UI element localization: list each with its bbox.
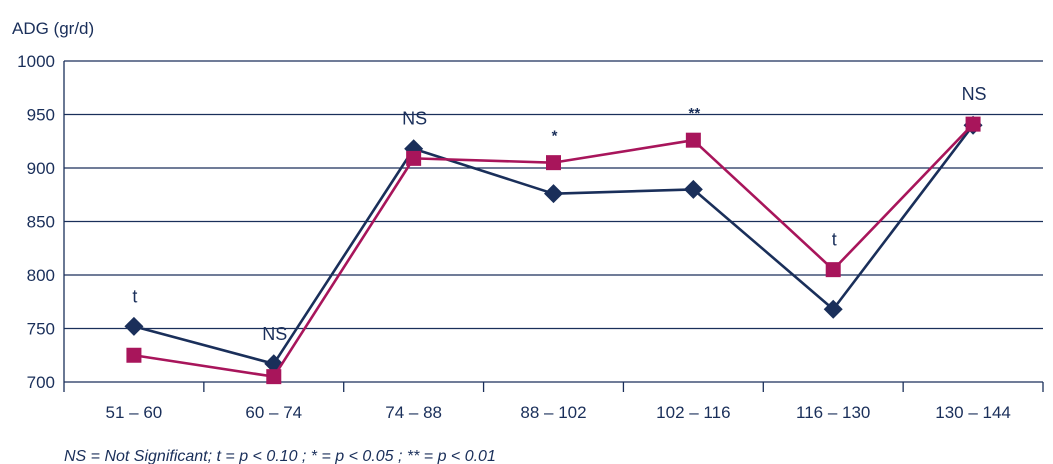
data-point-square — [266, 369, 282, 385]
significance-label: t — [132, 286, 137, 306]
y-tick-label: 750 — [27, 320, 55, 339]
data-point-square — [126, 347, 142, 363]
data-point-square — [546, 155, 561, 171]
significance-label: NS — [262, 324, 287, 344]
series-lines — [124, 115, 983, 385]
x-tick-label: 51 – 60 — [106, 403, 163, 422]
y-tick-label: 700 — [27, 373, 55, 392]
y-tick-labels: 700 750 800 850 900 950 1000 — [17, 52, 55, 392]
x-tick-label: 74 – 88 — [385, 403, 442, 422]
significance-label: NS — [402, 109, 427, 129]
data-point-diamond — [683, 179, 703, 199]
data-point-square — [685, 132, 701, 148]
significance-label: t — [832, 230, 837, 250]
data-point-diamond — [823, 299, 843, 319]
x-axis: 51 – 60 60 – 74 74 – 88 88 – 102 102 – 116 11… — [63, 61, 1044, 422]
y-tick-label: 1000 — [17, 52, 55, 71]
data-point-diamond — [124, 316, 144, 336]
x-tick-label: 88 – 102 — [520, 403, 586, 422]
data-point-square — [406, 150, 422, 166]
significance-label: * — [552, 128, 558, 145]
x-tick-label: 130 – 144 — [935, 403, 1011, 422]
significance-label: NS — [962, 84, 987, 104]
y-tick-label: 900 — [27, 159, 55, 178]
y-tick-label: 800 — [27, 266, 55, 285]
y-tick-label: 850 — [27, 213, 55, 232]
data-point-square — [965, 116, 981, 132]
x-tick-label: 60 – 74 — [245, 403, 302, 422]
data-point-diamond — [544, 184, 563, 204]
y-tick-label: 950 — [27, 106, 55, 125]
x-tick-label: 102 – 116 — [656, 403, 730, 422]
footnote: NS = Not Significant; t = p < 0.10 ; * =… — [64, 448, 496, 464]
gridlines — [64, 60, 1043, 330]
significance-label: ** — [689, 105, 701, 122]
data-point-square — [825, 262, 841, 278]
x-tick-label: 116 – 130 — [796, 403, 870, 422]
y-axis-label: ADG (gr/d) — [12, 19, 94, 38]
